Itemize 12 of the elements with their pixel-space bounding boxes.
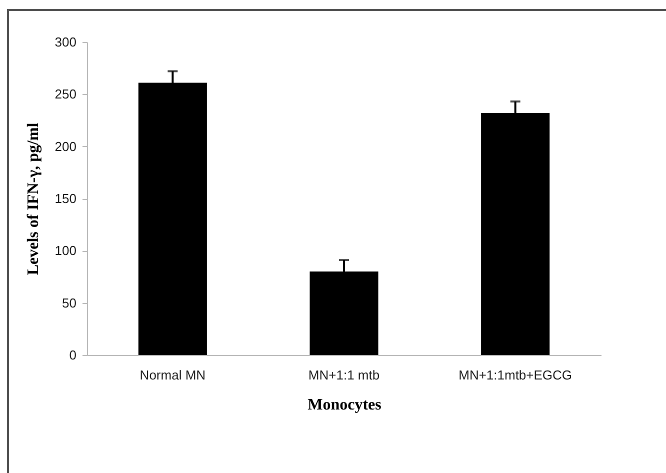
y-tick-label: 150 [54,191,76,206]
x-tick-label: Normal MN [140,368,206,382]
y-tick-label: 300 [54,34,76,50]
y-axis-title: Levels of IFN-γ, pg/ml [24,122,42,276]
y-tick-label: 100 [54,243,76,258]
y-tick-label: 50 [62,295,76,310]
x-tick-label: MN+1:1mtb+EGCG [458,368,572,382]
y-tick-label: 250 [54,86,76,102]
x-tick-label: MN+1:1 mtb [308,368,380,382]
y-tick-label: 200 [54,138,76,154]
y-tick-label: 0 [69,348,76,362]
x-axis-title: Monocytes [308,396,382,414]
